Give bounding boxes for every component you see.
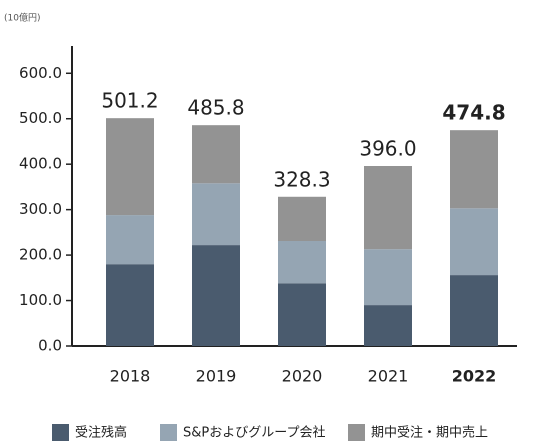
bar-segment xyxy=(364,249,412,306)
total-label: 485.8 xyxy=(187,96,244,120)
y-tick-label: 300.0 xyxy=(19,200,62,218)
total-label: 501.2 xyxy=(101,89,158,113)
legend-swatch xyxy=(348,424,365,441)
legend-label: S&Pおよびグループ会社 xyxy=(183,425,325,441)
total-label: 474.8 xyxy=(442,101,505,125)
y-tick-label: 200.0 xyxy=(19,246,62,264)
x-tick-label: 2021 xyxy=(368,367,409,386)
bar-segment xyxy=(192,245,240,346)
bar-segment xyxy=(278,283,326,346)
y-tick-label: 0.0 xyxy=(38,337,62,355)
bar-segment xyxy=(364,305,412,346)
x-tick-label: 2022 xyxy=(452,367,497,386)
x-tick-label: 2019 xyxy=(196,367,237,386)
total-label: 328.3 xyxy=(273,167,330,191)
bar-segment xyxy=(450,208,498,276)
bar-segment xyxy=(450,275,498,346)
bar-segment xyxy=(106,118,154,216)
y-tick-label: 500.0 xyxy=(19,109,62,127)
bar-segment xyxy=(106,264,154,346)
bar-segment xyxy=(192,125,240,184)
bar-segment xyxy=(364,166,412,250)
y-tick-label: 100.0 xyxy=(19,291,62,309)
y-tick-label: 600.0 xyxy=(19,64,62,82)
x-tick-label: 2018 xyxy=(110,367,151,386)
unit-label: (10億円) xyxy=(4,12,40,24)
bar-segment xyxy=(192,183,240,246)
legend-swatch xyxy=(160,424,177,441)
x-tick-label: 2020 xyxy=(282,367,323,386)
bar-segment xyxy=(106,215,154,265)
y-tick-label: 400.0 xyxy=(19,155,62,173)
bar-segment xyxy=(278,241,326,284)
legend-swatch xyxy=(52,424,69,441)
total-label: 396.0 xyxy=(359,137,416,161)
legend-label: 期中受注・期中売上 xyxy=(371,425,488,441)
legend-label: 受注残高 xyxy=(75,425,127,441)
bar-segment xyxy=(450,130,498,209)
bar-segment xyxy=(278,196,326,241)
